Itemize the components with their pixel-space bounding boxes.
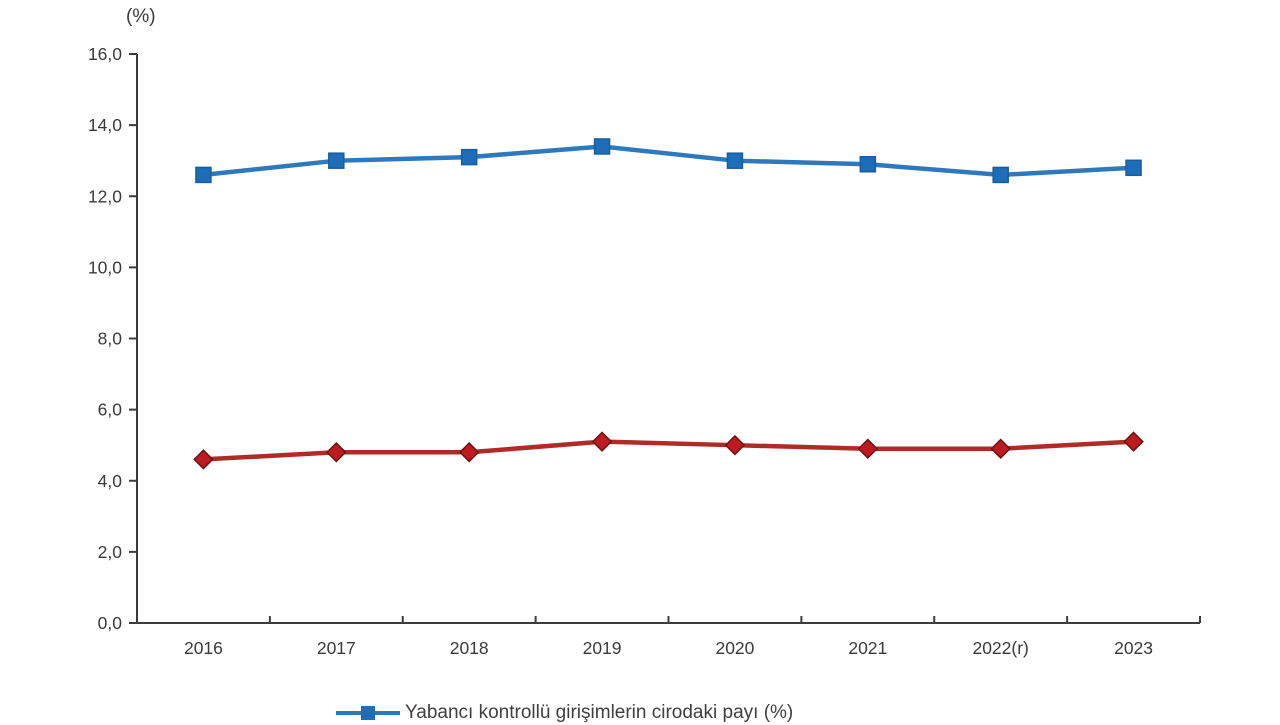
x-axis-tick-label: 2018 <box>450 638 489 658</box>
y-axis-tick-label: 8,0 <box>98 329 123 349</box>
data-point-marker <box>460 148 478 166</box>
data-point-marker <box>726 152 744 169</box>
data-point-marker <box>591 431 613 452</box>
data-point-marker <box>193 449 214 470</box>
y-axis-tick-label: 6,0 <box>98 400 123 420</box>
y-axis-tick-label: 16,0 <box>88 44 122 64</box>
data-point-marker <box>1123 431 1144 452</box>
x-axis-tick-label: 2016 <box>184 638 223 658</box>
y-axis-tick-label: 4,0 <box>98 471 123 491</box>
data-point-marker <box>458 442 480 463</box>
data-point-marker <box>1125 159 1142 177</box>
y-axis-tick-label: 14,0 <box>88 115 122 135</box>
data-point-marker <box>992 166 1009 184</box>
x-axis-tick-label: 2020 <box>715 638 754 658</box>
data-point-marker <box>859 155 877 173</box>
series-line <box>203 439 1134 462</box>
y-axis-tick-label: 10,0 <box>88 257 122 277</box>
y-axis-tick-label: 12,0 <box>88 186 122 206</box>
x-axis-tick-label: 2022(r) <box>972 638 1028 658</box>
chart-legend: Yabancı kontrollü girişimlerin cirodaki … <box>336 701 793 725</box>
x-axis-tick-label: 2017 <box>317 638 356 658</box>
data-point-marker <box>593 138 611 155</box>
series-line <box>203 144 1134 178</box>
x-axis-tick-label: 2019 <box>583 638 622 658</box>
x-axis-tick-label: 2021 <box>848 638 887 658</box>
x-axis-tick-label: 2023 <box>1114 638 1153 658</box>
data-point-marker <box>990 438 1011 459</box>
data-point-marker <box>326 442 347 463</box>
data-point-marker <box>328 152 345 169</box>
data-point-marker <box>195 166 212 184</box>
data-point-marker <box>724 434 746 456</box>
data-point-marker <box>857 438 879 459</box>
legend-label: Yabancı kontrollü girişimlerin cirodaki … <box>405 702 794 723</box>
legend-series-marker-icon <box>336 705 400 721</box>
legend-square-icon <box>361 706 375 720</box>
y-axis-tick-label: 0,0 <box>98 613 123 633</box>
y-axis-tick-label: 2,0 <box>98 542 123 562</box>
y-axis-unit-label: (%) <box>126 6 156 27</box>
